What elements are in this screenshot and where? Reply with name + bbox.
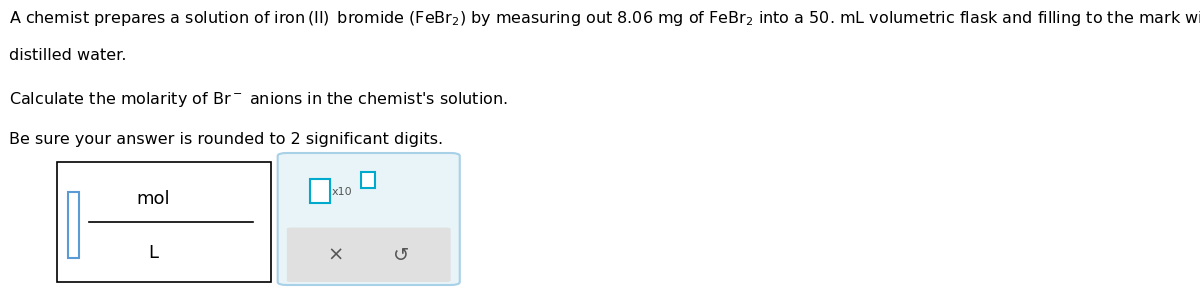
Text: A chemist prepares a solution of iron$\,({\rm II})\,$ bromide $\left({\rm FeBr_2: A chemist prepares a solution of iron$\,… [10,9,1200,28]
FancyBboxPatch shape [277,153,460,285]
Text: distilled water.: distilled water. [10,48,127,63]
FancyBboxPatch shape [287,228,451,282]
FancyBboxPatch shape [68,192,79,258]
Text: mol: mol [137,190,170,208]
Text: L: L [149,244,158,262]
FancyBboxPatch shape [310,179,330,203]
FancyBboxPatch shape [58,162,271,282]
Text: Be sure your answer is rounded to 2 significant digits.: Be sure your answer is rounded to 2 sign… [10,132,443,147]
Text: ×: × [328,246,344,265]
Text: ↺: ↺ [394,246,409,265]
Text: x10: x10 [331,187,352,197]
FancyBboxPatch shape [360,172,376,188]
Text: Calculate the molarity of Br$^-$ anions in the chemist's solution.: Calculate the molarity of Br$^-$ anions … [10,90,508,109]
